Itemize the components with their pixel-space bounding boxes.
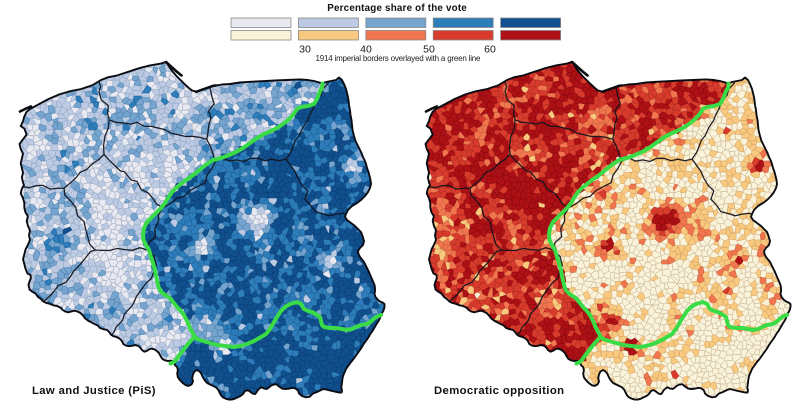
svg-text:Democratic opposition: Democratic opposition [434,385,564,397]
svg-text:50: 50 [423,44,435,56]
svg-text:Percentage share of the vote: Percentage share of the vote [327,3,467,14]
svg-text:60: 60 [484,44,496,56]
svg-text:1914 imperial borders overlaye: 1914 imperial borders overlayed with a g… [316,54,482,63]
svg-text:30: 30 [299,44,311,56]
svg-text:40: 40 [360,44,372,56]
svg-text:Law and Justice (PiS): Law and Justice (PiS) [32,385,156,397]
